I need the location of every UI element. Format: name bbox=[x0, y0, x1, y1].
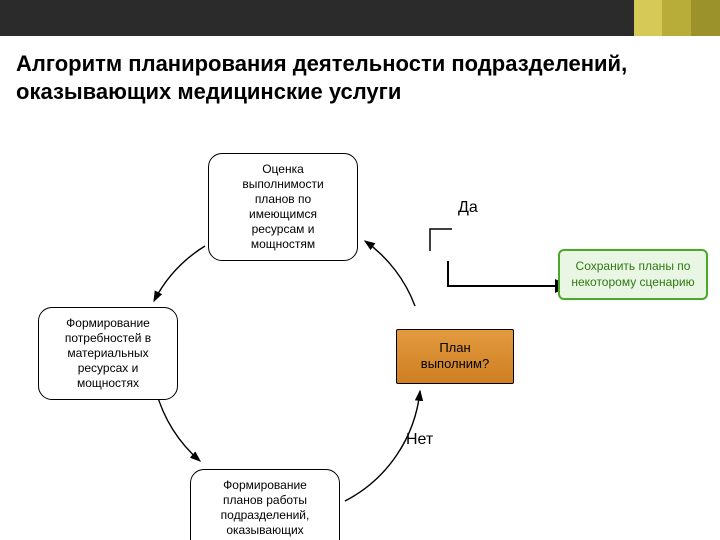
accent-yellow-3 bbox=[691, 0, 720, 36]
label-yes: Да bbox=[458, 199, 478, 217]
node-save-text: Сохранить планы по некоторому сценарию bbox=[571, 259, 694, 289]
top-accent-bar bbox=[0, 0, 720, 36]
diagram-stage: Оценка выполнимости планов по имеющимся … bbox=[0, 111, 720, 540]
node-save: Сохранить планы по некоторому сценарию bbox=[558, 249, 708, 300]
node-decision-text: План выполним? bbox=[421, 340, 489, 371]
node-top-text: Оценка выполнимости планов по имеющимся … bbox=[242, 162, 323, 251]
accent-yellow-1 bbox=[634, 0, 663, 36]
node-left-text: Формирование потребностей в материальных… bbox=[65, 316, 151, 390]
node-left: Формирование потребностей в материальных… bbox=[38, 307, 178, 400]
node-bottom: Формирование планов работы подразделений… bbox=[190, 469, 340, 540]
node-bottom-text: Формирование планов работы подразделений… bbox=[221, 478, 310, 540]
accent-black bbox=[0, 0, 634, 36]
label-no: Нет bbox=[406, 431, 433, 449]
node-top: Оценка выполнимости планов по имеющимся … bbox=[208, 153, 358, 261]
accent-yellow-2 bbox=[662, 0, 691, 36]
node-decision: План выполним? bbox=[396, 329, 514, 384]
page-title: Алгоритм планирования деятельности подра… bbox=[0, 36, 720, 111]
